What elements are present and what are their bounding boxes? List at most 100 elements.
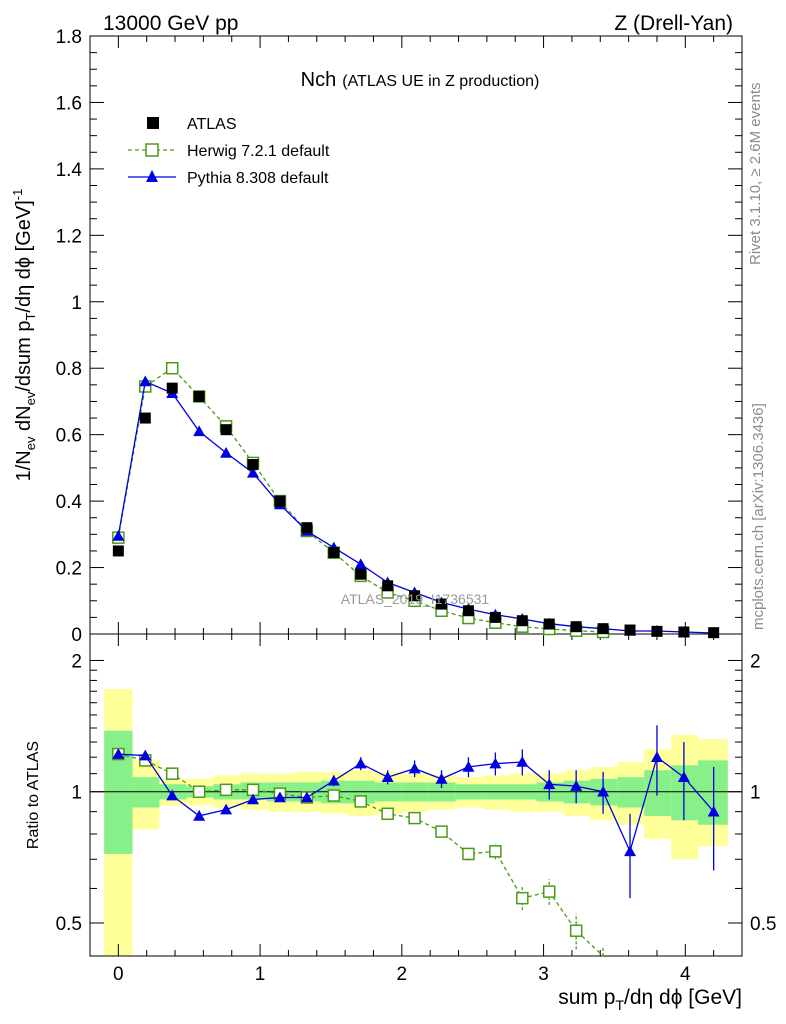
pythia-ratio-point [247,793,259,805]
atlas-point [328,547,340,559]
pythia-ratio-point [516,755,529,767]
atlas-point [516,615,528,627]
axis-ticks: 0 1 2 3 4 0 0.2 0.4 0.6 0.8 1 1.2 1.4 1.6 1.8 0.5 0.5 1 1 2… [56,27,777,985]
pythia-ratio-point [354,757,367,769]
x-tick-label: 1 [255,964,266,985]
pythia-ratio-point [300,791,313,803]
herwig-ratio-point [192,785,206,798]
atlas-point [436,598,448,610]
ratio-tick-label-left: 2 [71,651,82,672]
ratio-panel [89,633,743,957]
y-axis-label-main: 1/Nev dNev/dsum pT/dη dϕ [GeV]-1 [10,189,38,482]
atlas-point [139,412,151,424]
atlas-point [651,625,663,637]
herwig-ratio-point [489,845,502,858]
ratio-tick-label-right: 0.5 [750,914,776,935]
legend-atlas-label: ATLAS [187,116,237,133]
y-tick-label: 1.4 [56,160,83,181]
atlas-point [708,627,720,639]
pythia-point [247,466,259,478]
pythia-ratio-point [139,749,152,761]
header-left: 13000 GeV pp [103,12,238,35]
atlas-point [247,459,259,471]
pythia-ratio-point [707,805,720,817]
y-tick-label: 0.2 [56,559,82,580]
herwig-ratio-point [327,789,341,802]
x-tick-label: 2 [397,964,408,985]
atlas-point [624,624,636,636]
pythia-ratio-point [597,785,610,797]
legend-herwig-label: Herwig 7.2.1 default [187,143,330,160]
band-green [617,777,645,808]
herwig-ratio-point [435,825,448,838]
atlas-point [678,626,690,638]
legend: ATLAS Herwig 7.2.1 default Pythia 8.308 … [128,116,330,187]
y-axis-label-ratio: Ratio to ATLAS [25,741,42,849]
herwig-ratio-point [542,885,556,898]
y-tick-label: 0 [71,625,82,646]
atlas-point [489,611,501,623]
herwig-point [165,361,179,375]
legend-herwig-marker [145,143,159,157]
atlas-point [274,495,286,507]
y-tick-label: 1.6 [56,93,82,114]
legend-atlas-marker [147,117,159,129]
header-right: Z (Drell-Yan) [614,12,733,35]
ratio-tick-label-right: 2 [750,651,761,672]
analysis-watermark: ATLAS_2019_I1736531 [341,591,490,607]
pythia-ratio-point [112,748,125,759]
atlas-point [166,382,178,394]
y-tick-label: 1 [71,293,82,314]
herwig-ratio-point [569,924,583,937]
herwig-ratio-point [354,795,367,808]
herwig-ratio-point [219,783,233,797]
atlas-point [382,580,394,592]
pythia-ratio-point [435,772,448,784]
herwig-ratio-point [165,767,179,780]
pythia-ratio-point [650,751,663,762]
x-tick-label: 0 [113,964,124,985]
atlas-point [355,568,367,580]
pythia-point [193,425,206,437]
legend-pythia-label: Pythia 8.308 default [187,170,329,187]
pythia-ratio-point [327,774,340,786]
pythia-ratio-point [220,803,233,815]
pythia-ratio-point [166,789,179,801]
plot-title: Nch (ATLAS UE in Z production) [301,69,540,91]
pythia-point [220,446,233,458]
atlas-point [301,522,313,534]
atlas-point [220,424,232,436]
pythia-ratio-point [408,762,421,774]
pythia-ratio-point [677,771,690,782]
pythia-ratio-point [273,791,286,803]
x-tick-label: 3 [538,964,549,985]
atlas-point [570,621,582,633]
y-tick-label: 1.2 [56,226,82,247]
pythia-ratio-point [543,778,556,790]
band-green [132,777,160,808]
y-tick-label: 0.6 [56,426,82,447]
legend-pythia-marker [146,170,158,182]
pythia-ratio-point [489,757,502,769]
atlas-point [409,590,421,602]
pythia-ratio-point [624,845,637,857]
herwig-ratio-point [381,807,394,821]
pythia-point [354,558,367,570]
atlas-point [462,605,474,617]
pythia-ratio-point [462,760,475,772]
ratio-panel-frame [89,633,743,957]
rivet-label: Rivet 3.1.10, ≥ 2.6M events [747,83,764,266]
atlas-point [597,623,609,635]
x-axis-label: sum pT/dη dϕ [GeV] [558,986,742,1013]
pythia-point [139,375,152,387]
x-tick-label: 4 [680,964,691,985]
y-tick-label: 1.8 [56,27,82,48]
y-tick-label: 0.4 [56,492,83,513]
herwig-ratio-point [516,891,529,905]
herwig-ratio-point [408,811,421,825]
herwig-ratio-point [462,847,475,861]
y-tick-label: 0.8 [56,359,82,380]
atlas-point [193,390,205,402]
pythia-ratio-point [570,780,583,791]
